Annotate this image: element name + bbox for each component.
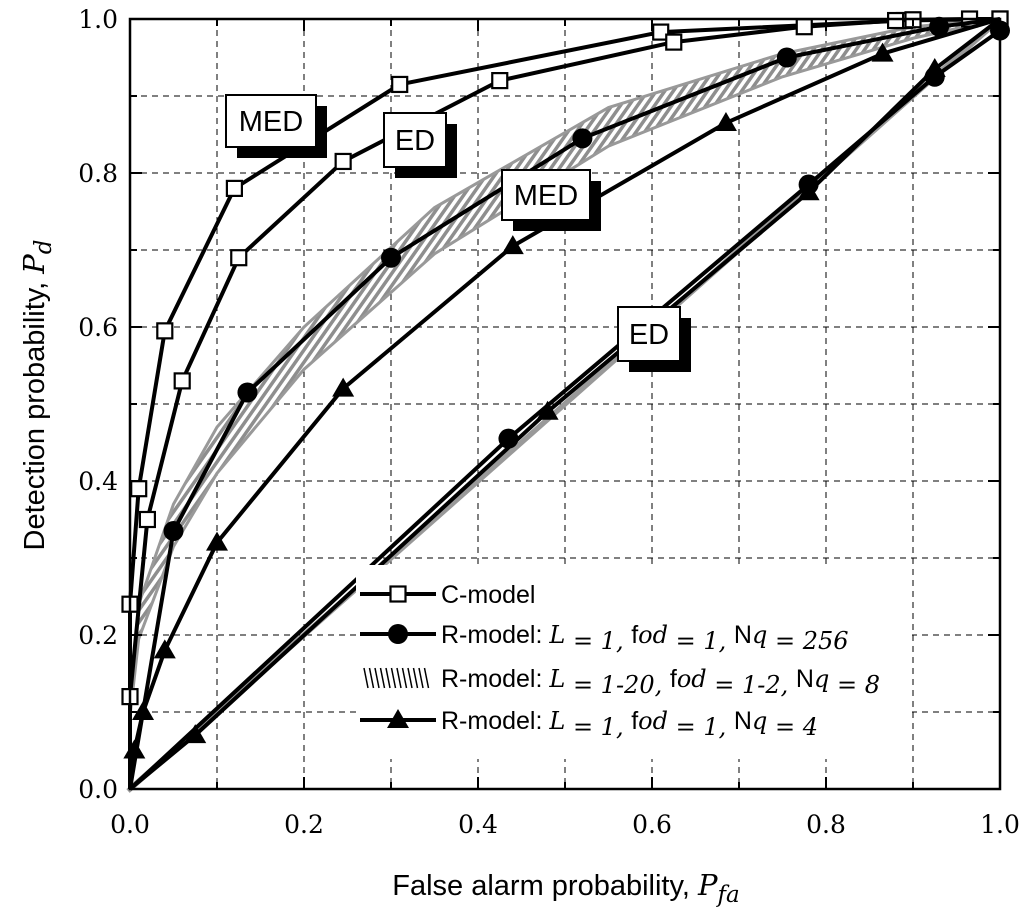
data-point xyxy=(173,372,191,390)
legend-label: C-model xyxy=(441,581,535,609)
legend-item: R-model: L = 1, fod = 1, Nq = 256 xyxy=(360,621,849,655)
data-point xyxy=(491,71,509,90)
legend-swatch-hatch xyxy=(407,667,413,689)
data-point xyxy=(381,247,401,268)
data-point xyxy=(237,382,258,403)
legend-swatch-hatch xyxy=(418,667,424,689)
y-axis-title: Detection probability, Pd xyxy=(17,240,57,551)
nq8-med-band-lower-line xyxy=(128,17,1001,717)
y-tick-label: 0.0 xyxy=(78,775,118,804)
data-point xyxy=(797,181,820,201)
data-point xyxy=(132,701,155,720)
y-tick-label: 0.6 xyxy=(78,313,118,342)
legend: C-model R-model: L = 1, fod = 1, Nq = 256… xyxy=(356,565,912,759)
legend-swatch-hatch xyxy=(401,667,408,689)
series-2 xyxy=(128,16,1001,790)
data-point xyxy=(163,521,184,542)
annotations: MED ED MED ED xyxy=(225,94,691,372)
legend-swatch-hatch xyxy=(368,667,375,689)
x-tick-label: 0.8 xyxy=(806,810,846,839)
callout-box: MED xyxy=(501,169,601,231)
callout-frame xyxy=(501,169,591,221)
legend-swatch-marker xyxy=(389,585,407,603)
data-point xyxy=(776,47,797,68)
legend-swatch-hatch xyxy=(385,667,391,689)
callout-box: ED xyxy=(617,306,691,372)
y-tick-label: 0.2 xyxy=(78,621,118,650)
y-tick-label: 0.8 xyxy=(78,159,118,188)
data-point xyxy=(130,480,148,498)
data-point xyxy=(123,739,146,759)
y-tick-label: 1.0 xyxy=(78,5,118,34)
data-point xyxy=(923,58,946,78)
callout-label: ED xyxy=(395,125,435,157)
callout-box: ED xyxy=(383,112,457,178)
x-tick-label: 0.6 xyxy=(632,810,672,839)
callout-label: MED xyxy=(239,106,303,138)
legend-swatch-hatch xyxy=(396,667,402,689)
legend-swatch-hatch xyxy=(423,667,430,689)
data-point xyxy=(332,377,355,397)
data-point xyxy=(714,111,737,131)
legend-item: C-model xyxy=(360,581,535,609)
data-point xyxy=(225,179,243,197)
callout-frame xyxy=(617,306,681,362)
data-point xyxy=(230,249,248,267)
ticks: 0.0 0.2 0.4 0.6 0.8 1.0 0.0 0.2 0.4 0.6 0.8 1.0 xyxy=(78,5,1020,839)
legend-swatch-hatch xyxy=(390,667,397,689)
legend-swatch-marker xyxy=(387,709,409,728)
data-point xyxy=(153,639,176,659)
legend-swatch-hatch xyxy=(363,667,369,689)
data-point xyxy=(572,128,593,149)
x-tick-label: 0.0 xyxy=(110,810,150,839)
data-point xyxy=(334,152,352,171)
x-tick-label: 1.0 xyxy=(980,810,1020,839)
data-point xyxy=(156,322,174,340)
legend-swatch-hatch xyxy=(374,667,380,689)
x-tick-label: 0.2 xyxy=(284,810,324,839)
data-point xyxy=(929,16,950,37)
data-point xyxy=(665,33,683,51)
data-point xyxy=(886,11,905,30)
callout-frame xyxy=(225,94,317,148)
nq8-med-band-upper-line xyxy=(128,17,1001,701)
callout-box: MED xyxy=(225,94,327,158)
legend-swatch-marker xyxy=(388,624,408,644)
legend-label: R-model: L = 1, fod = 1, Nq = 256 xyxy=(441,621,849,655)
data-point xyxy=(391,75,409,94)
data-point xyxy=(652,23,670,41)
data-point xyxy=(206,531,228,551)
series-line xyxy=(128,17,1001,790)
data-point xyxy=(795,18,813,36)
y-tick-label: 0.4 xyxy=(78,467,118,496)
callout-frame xyxy=(383,112,447,168)
x-axis-title: False alarm probability, Pfa xyxy=(392,868,739,908)
legend-label: R-model: L = 1-20, fod = 1-2, Nq = 8 xyxy=(441,665,880,699)
legend-item: R-model: L = 1-20, fod = 1-2, Nq = 8 xyxy=(363,665,880,699)
legend-swatch-hatch xyxy=(379,667,386,689)
data-point xyxy=(871,42,894,62)
data-point xyxy=(536,400,559,420)
legend-label: R-model: L = 1, fod = 1, Nq = 4 xyxy=(441,707,818,741)
legend-background xyxy=(356,565,912,759)
legend-item: R-model: L = 1, fod = 1, Nq = 4 xyxy=(360,707,818,741)
data-point xyxy=(138,510,156,529)
data-point xyxy=(184,724,207,744)
series-layer xyxy=(121,10,1010,791)
series-line xyxy=(128,17,1001,790)
data-point xyxy=(501,235,524,255)
callout-label: MED xyxy=(514,180,578,212)
series-5 xyxy=(128,17,1002,791)
callout-label: ED xyxy=(629,319,669,351)
legend-swatch-hatch xyxy=(412,667,419,689)
series-3 xyxy=(123,17,1001,790)
series-line xyxy=(128,17,1002,791)
x-tick-label: 0.4 xyxy=(458,810,498,839)
